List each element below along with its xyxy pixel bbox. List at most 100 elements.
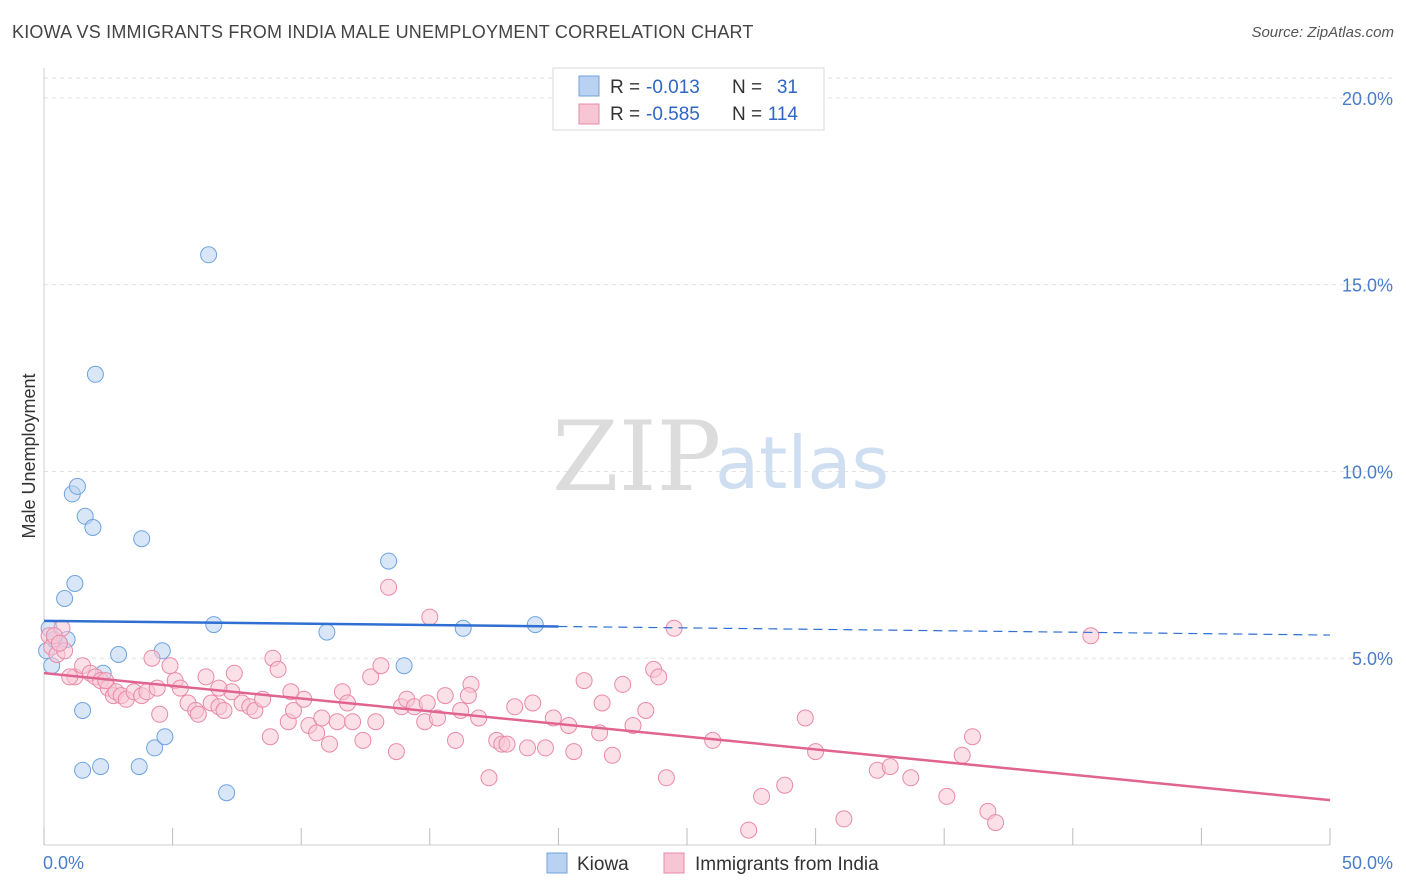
india-point-101 xyxy=(987,814,1005,832)
kiowa-point-17 xyxy=(130,758,148,776)
watermark-zip: ZIP xyxy=(552,401,721,513)
india-point-27 xyxy=(197,668,215,686)
india-trend-line xyxy=(43,671,1331,802)
india-point-26 xyxy=(189,705,207,723)
india-point-109 xyxy=(418,694,436,712)
india-point-98 xyxy=(938,787,956,805)
kiowa-point-9 xyxy=(68,477,86,495)
trend-lines xyxy=(43,619,1331,802)
india-point-41 xyxy=(285,702,302,719)
india-point-113 xyxy=(50,634,68,652)
india-point-37 xyxy=(261,728,279,746)
india-point-91 xyxy=(753,787,771,805)
india-point-20 xyxy=(151,705,169,723)
bottom-legend-label-india: Immigrants from India xyxy=(695,854,879,875)
india-point-111 xyxy=(614,675,632,693)
kiowa-trend-line xyxy=(43,619,559,628)
india-point-19 xyxy=(148,679,166,697)
india-point-51 xyxy=(354,731,372,749)
india-point-56 xyxy=(387,743,405,761)
series-india-points xyxy=(40,578,1100,839)
kiowa-point-21 xyxy=(156,728,174,746)
india-point-102 xyxy=(1082,627,1100,645)
legend-r-label-kiowa: R = xyxy=(610,77,640,98)
kiowa-point-14 xyxy=(92,758,110,776)
india-point-87 xyxy=(657,769,675,787)
gridlines xyxy=(44,77,1392,659)
india-point-53 xyxy=(367,713,385,731)
kiowa-point-5 xyxy=(56,590,74,607)
india-point-62 xyxy=(429,709,446,727)
india-point-50 xyxy=(344,713,362,731)
y-axis-label: Male Unemployment xyxy=(19,373,39,538)
kiowa-point-26 xyxy=(380,552,398,570)
india-point-52 xyxy=(362,668,380,686)
india-point-79 xyxy=(575,672,593,690)
india-point-46 xyxy=(321,735,338,753)
x-axis-ticks xyxy=(43,828,1331,845)
india-point-73 xyxy=(519,739,536,757)
india-point-103 xyxy=(881,758,899,776)
chart-source: Source: ZipAtlas.com xyxy=(1251,24,1394,41)
india-point-45 xyxy=(313,709,331,727)
y-tick-labels: 5.0% 10.0% 15.0% 20.0% xyxy=(1342,89,1393,669)
kiowa-point-25 xyxy=(318,623,336,641)
india-point-110 xyxy=(459,687,477,705)
india-point-68 xyxy=(480,769,498,787)
kiowa-point-16 xyxy=(110,646,128,663)
kiowa-point-13 xyxy=(84,519,102,536)
legend-r-label-india: R = xyxy=(610,104,640,125)
kiowa-point-23 xyxy=(205,616,223,634)
india-point-54 xyxy=(372,657,390,675)
kiowa-point-10 xyxy=(74,702,92,719)
india-point-107 xyxy=(210,679,228,697)
kiowa-point-19 xyxy=(146,739,164,757)
india-point-74 xyxy=(524,694,542,712)
kiowa-point-28 xyxy=(454,619,472,637)
india-point-84 xyxy=(637,702,655,719)
india-point-44 xyxy=(308,724,326,742)
y-tick-label-0: 5.0% xyxy=(1352,649,1393,669)
india-point-64 xyxy=(447,731,464,749)
india-point-47 xyxy=(328,713,346,731)
kiowa-point-24 xyxy=(218,784,236,802)
kiowa-point-8 xyxy=(66,575,84,592)
india-point-97 xyxy=(902,769,920,787)
kiowa-point-30 xyxy=(86,365,104,383)
india-point-71 xyxy=(498,735,516,753)
india-point-83 xyxy=(624,717,642,734)
india-point-92 xyxy=(776,776,794,794)
watermark-atlas: atlas xyxy=(715,421,889,505)
india-point-61 xyxy=(421,608,439,626)
kiowa-point-18 xyxy=(133,530,151,548)
correlation-legend: R = -0.013 N = 31 R = -0.585 N = 114 xyxy=(552,67,825,131)
watermark: ZIP atlas xyxy=(552,401,889,513)
india-point-72 xyxy=(506,698,524,716)
legend-swatch-kiowa xyxy=(578,75,600,97)
india-point-86 xyxy=(650,668,668,686)
kiowa-point-29 xyxy=(526,616,544,634)
india-point-39 xyxy=(269,660,287,678)
legend-n-label-india: N = xyxy=(732,104,762,125)
india-point-104 xyxy=(964,728,981,746)
india-point-95 xyxy=(835,810,853,828)
legend-r-value-india: -0.585 xyxy=(646,104,700,125)
india-point-63 xyxy=(436,687,454,705)
bottom-legend-swatch-kiowa xyxy=(546,852,568,874)
bottom-legend-label-kiowa: Kiowa xyxy=(577,854,629,875)
india-point-90 xyxy=(740,821,758,839)
bottom-legend-swatch-india xyxy=(663,852,685,874)
india-point-18 xyxy=(143,649,161,667)
kiowa-point-22 xyxy=(200,246,218,264)
kiowa-point-11 xyxy=(74,761,92,779)
legend-n-value-kiowa: 31 xyxy=(777,77,798,98)
india-point-21 xyxy=(161,657,179,675)
y-tick-label-3: 20.0% xyxy=(1342,89,1393,109)
chart-title: KIOWA VS IMMIGRANTS FROM INDIA MALE UNEM… xyxy=(12,22,754,42)
y-tick-label-2: 15.0% xyxy=(1342,276,1393,296)
india-point-82 xyxy=(603,746,621,764)
india-point-32 xyxy=(225,664,243,682)
india-point-81 xyxy=(593,694,611,712)
kiowa-trend-extension xyxy=(558,625,1331,636)
